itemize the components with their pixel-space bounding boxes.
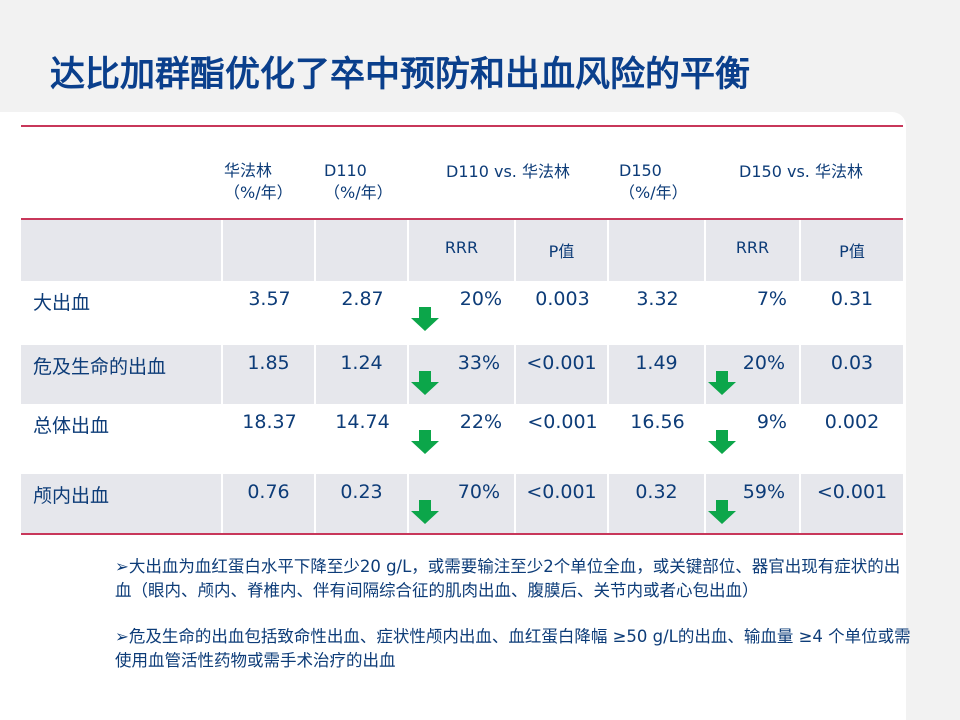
table-bottom-rule [21,533,903,535]
subheader-rrr-d150: RRR [706,220,801,281]
cell-rrr1: 70% [409,474,516,533]
cell-rrr2: 7% [756,288,787,310]
cell-label: 大出血 [33,292,91,314]
header-d150-label: D150 [619,161,662,180]
cell-warfarin: 1.85 [223,345,316,404]
cell-p2: <0.001 [801,474,903,533]
header-warfarin-label: 华法林 [224,161,273,180]
cell-label: 总体出血 [33,415,110,437]
table-row: 总体出血 18.37 14.74 22% <0.001 16.56 9% 0.002 [21,404,903,474]
header-d110-vs-warfarin: D110 vs. 华法林 [446,162,570,181]
cell-p1: 0.003 [535,288,590,310]
header-warfarin-unit: （%/年） [224,183,293,202]
table-top-rule [21,125,903,127]
cell-d150: 3.32 [636,288,679,310]
header-d110-label: D110 [324,161,367,180]
table-subheader-row: RRR P值 RRR P值 [21,220,903,281]
table-header-row: 华法林 （%/年） D110 （%/年） D110 vs. 华法林 D150 （… [21,147,903,217]
cell-p2: 0.31 [830,288,874,310]
cell-p1: <0.001 [527,411,598,433]
footnote-text: 大出血为血红蛋白水平下降至少20 g/L，或需要输注至少2个单位全血，或关键部位… [115,557,901,600]
cell-d150: 16.56 [630,411,685,433]
subheader-rrr-d110: RRR [409,220,516,281]
down-arrow-icon [708,371,736,395]
subheader-empty [223,220,316,281]
footnotes: ➢大出血为血红蛋白水平下降至少20 g/L，或需要输注至少2个单位全血，或关键部… [115,555,915,695]
down-arrow-icon [411,500,439,524]
header-d150-vs-warfarin: D150 vs. 华法林 [739,162,863,181]
cell-d110: 1.24 [316,345,409,404]
table-row: 大出血 3.57 2.87 20% 0.003 3.32 7% 0.31 [21,281,903,345]
cell-rrr1: 20% [459,288,502,310]
cell-warfarin: 18.37 [242,411,297,433]
down-arrow-icon [411,430,439,454]
table-header-rule [21,218,903,220]
footnote-major-bleeding: ➢大出血为血红蛋白水平下降至少20 g/L，或需要输注至少2个单位全血，或关键部… [115,555,915,603]
subheader-p-d110: P值 [516,220,609,281]
cell-d110: 14.74 [335,411,390,433]
subheader-empty [316,220,409,281]
cell-d110: 2.87 [341,288,384,310]
cell-d110: 0.23 [316,474,409,533]
header-d110-unit: （%/年） [324,183,393,202]
down-arrow-icon [708,430,736,454]
table-row: 颅内出血 0.76 0.23 70% <0.001 0.32 59% <0.001 [21,474,903,533]
down-arrow-icon [411,307,439,331]
header-d150: D150 （%/年） [619,147,709,217]
header-d110: D110 （%/年） [324,147,414,217]
subheader-p-d150: P值 [801,220,903,281]
cell-d150: 0.32 [609,474,706,533]
bullet-arrow-icon: ➢ [115,557,129,576]
cell-p1: <0.001 [516,474,609,533]
cell-p2: 0.03 [801,345,903,404]
cell-rrr1: 22% [459,411,502,433]
cell-p1: <0.001 [516,345,609,404]
cell-label: 颅内出血 [21,474,223,533]
header-d150-unit: （%/年） [619,183,688,202]
footnote-text: 危及生命的出血包括致命性出血、症状性颅内出血、血红蛋白降幅 ≥50 g/L的出血… [115,627,911,670]
subheader-empty [21,220,223,281]
slide-panel [0,112,906,720]
down-arrow-icon [411,371,439,395]
cell-d150: 1.49 [609,345,706,404]
cell-warfarin: 0.76 [223,474,316,533]
header-warfarin: 华法林 （%/年） [224,147,314,217]
bullet-arrow-icon: ➢ [115,627,129,646]
cell-rrr2: 9% [756,411,787,433]
cell-label: 危及生命的出血 [21,345,223,404]
subheader-empty [609,220,706,281]
down-arrow-icon [708,500,736,524]
table-row: 危及生命的出血 1.85 1.24 33% <0.001 1.49 20% 0.03 [21,345,903,404]
cell-p2: 0.002 [824,411,880,433]
slide-title: 达比加群酯优化了卒中预防和出血风险的平衡 [50,55,751,95]
cell-warfarin: 3.57 [248,288,291,310]
footnote-life-threatening: ➢危及生命的出血包括致命性出血、症状性颅内出血、血红蛋白降幅 ≥50 g/L的出… [115,625,915,673]
